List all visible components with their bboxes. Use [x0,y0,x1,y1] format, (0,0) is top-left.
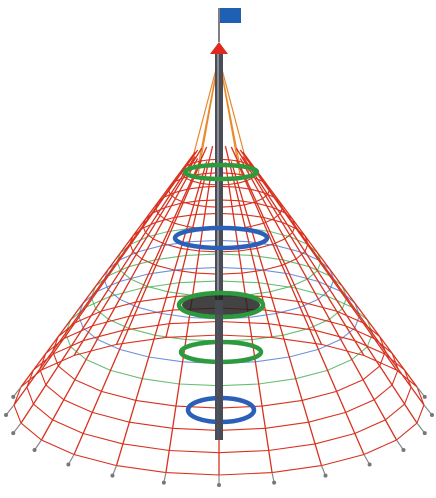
anchor [110,473,115,478]
anchor [323,473,328,478]
net-ray-rope [239,158,398,441]
anchor [367,462,372,467]
net-ray-rope [239,149,398,371]
anchor [32,448,37,452]
net-ray-rope [73,147,203,356]
anchor [217,483,221,487]
net-ray-rope [230,146,323,345]
net-ray-rope [20,156,196,424]
net-ray-rope [242,151,418,388]
net-ray-rope [20,151,196,388]
mast-front [215,300,223,440]
anchor [11,431,16,436]
net-ray-rope [115,161,208,466]
anchor [161,480,166,485]
hoop [172,225,270,251]
net-ray-rope [242,156,418,424]
net-ray-rope [73,159,203,455]
anchor [11,394,16,399]
anchor [4,413,8,417]
anchor [66,462,71,467]
anchor-rope [396,439,404,451]
net-ray-rope [224,162,273,473]
net-ray-rope [235,147,365,356]
anchor-rope [12,386,22,398]
anchor-rope [416,422,426,434]
flag [220,8,241,23]
anchor [401,448,406,452]
anchor-rope [416,386,426,398]
net-ray-rope [40,158,199,441]
rings [172,162,270,440]
net-ray-rope [165,162,214,473]
anchor [272,480,277,485]
hoop [182,162,260,182]
anchor-rope [34,439,42,451]
anchor [430,413,434,417]
net-ray-rope [235,159,365,455]
net-ray-rope [115,146,208,345]
anchor [422,431,427,436]
anchor-rope [5,404,15,416]
anchor [422,394,427,399]
anchor-rope [423,404,433,416]
anchor-rope [12,422,22,434]
net-ray-rope [230,161,323,466]
net-ray-rope [40,149,199,371]
mast-cap [210,42,228,54]
